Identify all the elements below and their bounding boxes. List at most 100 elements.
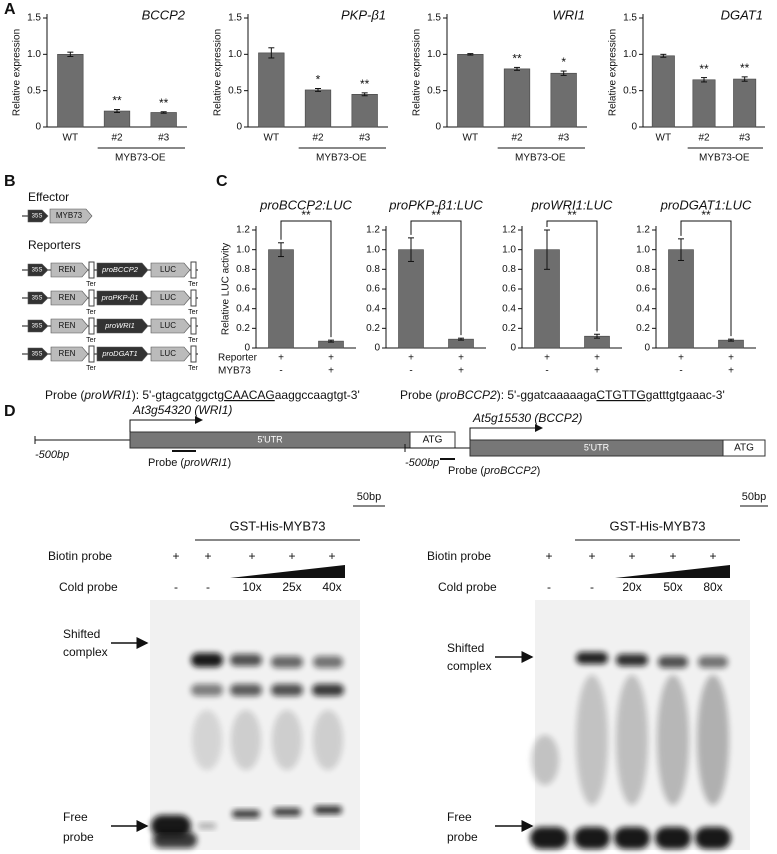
y-tick-label: 1.2: [366, 225, 380, 236]
promoter-label: proPKP-β1: [101, 293, 139, 302]
y-tick-label: 0.8: [366, 264, 380, 275]
significance: **: [301, 208, 311, 222]
y-tick-label: 0: [374, 343, 380, 354]
text-part: Probe (: [448, 465, 484, 477]
gel-band: [695, 827, 731, 849]
panel-label: A: [4, 1, 16, 18]
gel-band: [530, 827, 568, 849]
gel-band: [192, 710, 222, 770]
part-label: 35S: [32, 296, 43, 302]
bar: [398, 249, 424, 349]
part-label: Ter: [86, 365, 96, 372]
lane-sign: 25x: [282, 580, 301, 594]
lane-sign: +: [588, 549, 595, 563]
y-tick-label: 0: [35, 122, 41, 133]
gene-name: At5g15530 (BCCP2): [472, 411, 582, 425]
atg-label: ATG: [734, 443, 754, 454]
y-tick-label: 1.0: [636, 244, 650, 255]
terminator: [190, 317, 197, 335]
lane-sign: +: [545, 549, 552, 563]
y-tick-label: 0.8: [502, 264, 516, 275]
text-part: CAACAG: [224, 388, 275, 402]
part-label: REN: [59, 265, 76, 274]
band-label: probe: [63, 830, 94, 844]
y-tick-label: 0.4: [502, 303, 516, 314]
y-tick-label: 1.0: [366, 244, 380, 255]
tss-arrow: [469, 424, 543, 440]
band-label: Shifted: [447, 641, 484, 655]
chart-title: WRI1: [553, 7, 586, 22]
chart-title: BCCP2: [142, 7, 186, 22]
y-tick-label: 0: [510, 343, 516, 354]
significance: **: [699, 62, 709, 76]
condition-sign: +: [408, 353, 414, 364]
gel-band: [657, 675, 689, 805]
error-bar: [467, 53, 474, 56]
x-tick-label: WT: [264, 133, 280, 144]
y-tick-label: 0.6: [502, 284, 516, 295]
part-label: LUC: [160, 293, 176, 302]
bar: [503, 68, 531, 128]
gel-band: [231, 710, 261, 770]
gel-band: [574, 827, 610, 849]
chart-title: proPKP-β1:LUC: [388, 197, 483, 212]
x-tick-label: #2: [511, 133, 523, 144]
terminator: [190, 261, 197, 279]
x-tick-label: #3: [739, 133, 751, 144]
band-label: complex: [447, 659, 492, 673]
gel-band: [153, 832, 197, 848]
luc-arrow: [150, 262, 191, 278]
promoter-35s: [27, 319, 49, 333]
y-tick-label: 1.0: [623, 49, 637, 60]
gel-band: [614, 827, 650, 849]
y-tick-label: 1.5: [427, 13, 441, 24]
ren-arrow: [50, 290, 89, 306]
upstream-label: -500bp: [35, 449, 69, 461]
text-part: gatttgtgaaac-3': [646, 388, 725, 402]
gel-band: [191, 653, 223, 667]
x-tick-label: #3: [558, 133, 570, 144]
gel-band: [232, 810, 260, 818]
significance: *: [316, 73, 321, 87]
lane-sign: -: [174, 580, 178, 594]
y-tick-label: 0.4: [236, 303, 250, 314]
text-part: Probe (: [45, 388, 84, 402]
error-bar: [408, 237, 414, 262]
y-tick-label: 1.0: [427, 49, 441, 60]
part-label: Ter: [188, 281, 198, 288]
text-part: Probe (: [148, 457, 184, 469]
part-label: REN: [59, 321, 76, 330]
condition-sign: +: [458, 366, 464, 377]
row-label: Biotin probe: [427, 549, 491, 563]
comparison-bracket: [546, 220, 598, 332]
text-part: proWRI1: [83, 388, 131, 402]
lane-sign: +: [628, 549, 635, 563]
condition-sign: -: [279, 366, 282, 377]
chart-title: DGAT1: [721, 7, 763, 22]
text-part: ): [537, 465, 541, 477]
x-tick-label: #2: [312, 133, 324, 144]
gel-band: [230, 684, 262, 696]
lane-sign: 40x: [322, 580, 341, 594]
chart-title: proWRI1:LUC: [531, 197, 614, 212]
promoter-35s: [27, 209, 49, 223]
y-tick-label: 0.4: [366, 303, 380, 314]
y-tick-label: 0.8: [636, 264, 650, 275]
y-tick-label: 0.4: [636, 303, 650, 314]
gel-band: [198, 823, 216, 829]
x-tick-label: #2: [698, 133, 710, 144]
gel-band: [616, 654, 648, 666]
utr-label: 5'UTR: [257, 434, 283, 444]
lane-sign: -: [206, 580, 210, 594]
error-bar: [560, 70, 567, 76]
y-tick-label: 0: [244, 343, 250, 354]
gel-band: [314, 806, 342, 814]
error-bar: [328, 339, 334, 343]
y-tick-label: 0.6: [236, 284, 250, 295]
condition-sign: +: [278, 353, 284, 364]
y-tick-label: 1.0: [236, 244, 250, 255]
text-part: proBCCP2: [438, 388, 497, 402]
part-label: LUC: [160, 265, 176, 274]
gel-band: [271, 656, 303, 668]
y-tick-label: 1.2: [636, 225, 650, 236]
